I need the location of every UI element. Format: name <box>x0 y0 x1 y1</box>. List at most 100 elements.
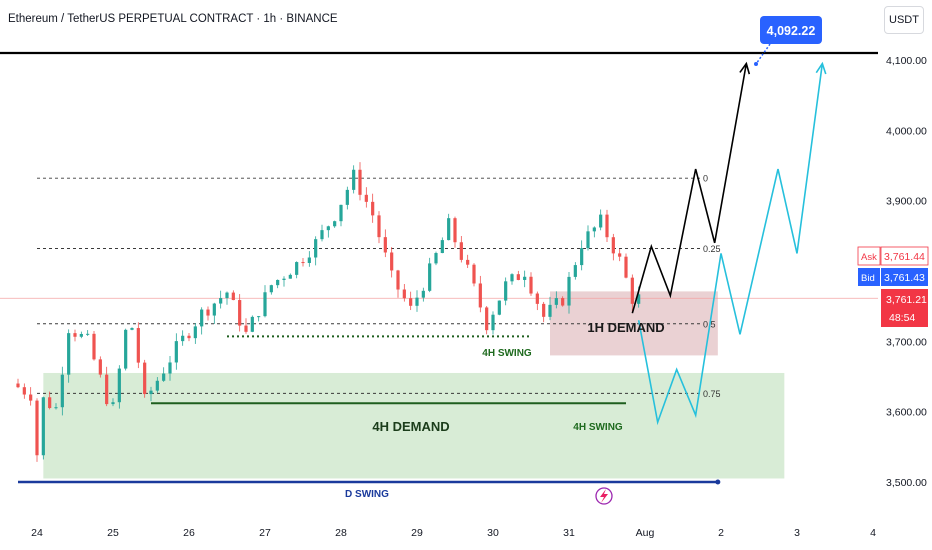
candle-body <box>174 341 178 363</box>
candle-body <box>307 257 311 263</box>
candle-body <box>320 230 324 240</box>
candle-body <box>124 329 128 369</box>
fib-level-label: 0.75 <box>703 389 721 399</box>
candle-body <box>516 274 520 280</box>
y-axis-tick-label: 3,900.00 <box>886 196 927 208</box>
candle-body <box>428 263 432 291</box>
candle-body <box>554 298 558 305</box>
candle-body <box>187 335 191 339</box>
candle-body <box>497 300 501 315</box>
candle-body <box>542 303 546 317</box>
candle-body <box>67 333 71 375</box>
demand-zone-1h-label: 1H DEMAND <box>587 320 664 335</box>
demand-zone-4h <box>43 372 785 479</box>
candle-body <box>263 292 267 317</box>
lightning-icon <box>600 489 608 503</box>
candle-body <box>377 215 381 238</box>
y-axis-tick-label: 3,600.00 <box>886 407 927 419</box>
x-axis-tick-label: 29 <box>411 527 423 539</box>
candle-body <box>136 328 140 363</box>
candle-body <box>529 276 533 294</box>
candle-body <box>16 383 20 388</box>
candle-body <box>54 407 58 409</box>
candle-body <box>200 309 204 327</box>
ask-price-value: 3,761.44 <box>884 251 925 263</box>
ask-price-box <box>880 246 929 266</box>
candle-body <box>314 239 318 258</box>
candle-body <box>485 307 489 331</box>
candle-body <box>561 298 565 306</box>
candle-body <box>440 240 444 254</box>
candle-body <box>415 297 419 306</box>
ask-tag-label: Ask <box>861 252 877 263</box>
swing-label-daily: D SWING <box>345 489 389 500</box>
candle-body <box>250 316 254 332</box>
candle-body <box>611 237 615 254</box>
demand-zone-4h-label: 4H DEMAND <box>372 419 449 434</box>
projection-path-black <box>631 63 748 314</box>
candle-body <box>478 283 482 308</box>
candle-body <box>206 309 210 316</box>
candle-body <box>491 314 495 331</box>
candle-body <box>276 279 280 286</box>
candle-body <box>453 218 457 243</box>
candle-body <box>434 253 438 264</box>
x-axis-tick-label: 31 <box>563 527 575 539</box>
candle-body <box>295 262 299 275</box>
bid-price-value: 3,761.43 <box>884 272 925 284</box>
y-axis-tick-label: 4,000.00 <box>886 125 927 137</box>
candle-body <box>523 276 527 280</box>
bid-price-box <box>881 268 928 286</box>
candle-body <box>358 169 362 195</box>
candle-body <box>225 292 229 299</box>
candle-body <box>98 359 102 375</box>
countdown-value: 48:54 <box>889 312 915 324</box>
candle-body <box>447 218 451 241</box>
candle-body <box>637 294 641 304</box>
candle-body <box>352 169 356 190</box>
candle-body <box>92 333 96 360</box>
candle-body <box>48 397 52 409</box>
x-axis-tick-label: Aug <box>636 527 655 539</box>
candle-body <box>535 293 539 304</box>
x-axis-tick-label: 2 <box>718 527 724 539</box>
candle-body <box>390 252 394 271</box>
candle-body <box>421 290 425 298</box>
candle-body <box>333 221 337 227</box>
candle-body <box>238 300 242 326</box>
candle-body <box>269 285 273 293</box>
projection-path-blue-arrowhead <box>815 61 827 75</box>
x-axis-tick-label: 26 <box>183 527 195 539</box>
swing-label-4h-upper: 4H SWING <box>482 348 532 359</box>
candle-body <box>212 303 216 316</box>
candles <box>16 162 641 462</box>
price-unit-button[interactable]: USDT <box>884 6 924 34</box>
candle-body <box>231 292 235 301</box>
candle-body <box>41 397 45 456</box>
candle-body <box>301 262 305 264</box>
candle-body <box>282 278 286 280</box>
candle-body <box>193 326 197 339</box>
candle-body <box>86 333 90 335</box>
ask-tag <box>857 246 881 266</box>
candle-body <box>548 304 552 317</box>
candle-body <box>396 270 400 290</box>
candle-body <box>510 274 514 282</box>
x-axis-tick-label: 28 <box>335 527 347 539</box>
target-price-point <box>754 62 758 66</box>
candle-body <box>466 259 470 265</box>
candle-body <box>364 194 368 202</box>
fib-level-label: 0 <box>703 174 708 184</box>
candle-body <box>22 387 26 395</box>
candle-body <box>599 214 603 228</box>
candle-body <box>624 256 628 278</box>
y-axis-tick-label: 3,500.00 <box>886 477 927 489</box>
candle-body <box>573 265 577 277</box>
candle-body <box>339 204 343 222</box>
candle-body <box>181 335 185 342</box>
candle-body <box>586 231 590 249</box>
x-axis-tick-label: 3 <box>794 527 800 539</box>
target-price-label: 4,092.22 <box>767 24 816 38</box>
